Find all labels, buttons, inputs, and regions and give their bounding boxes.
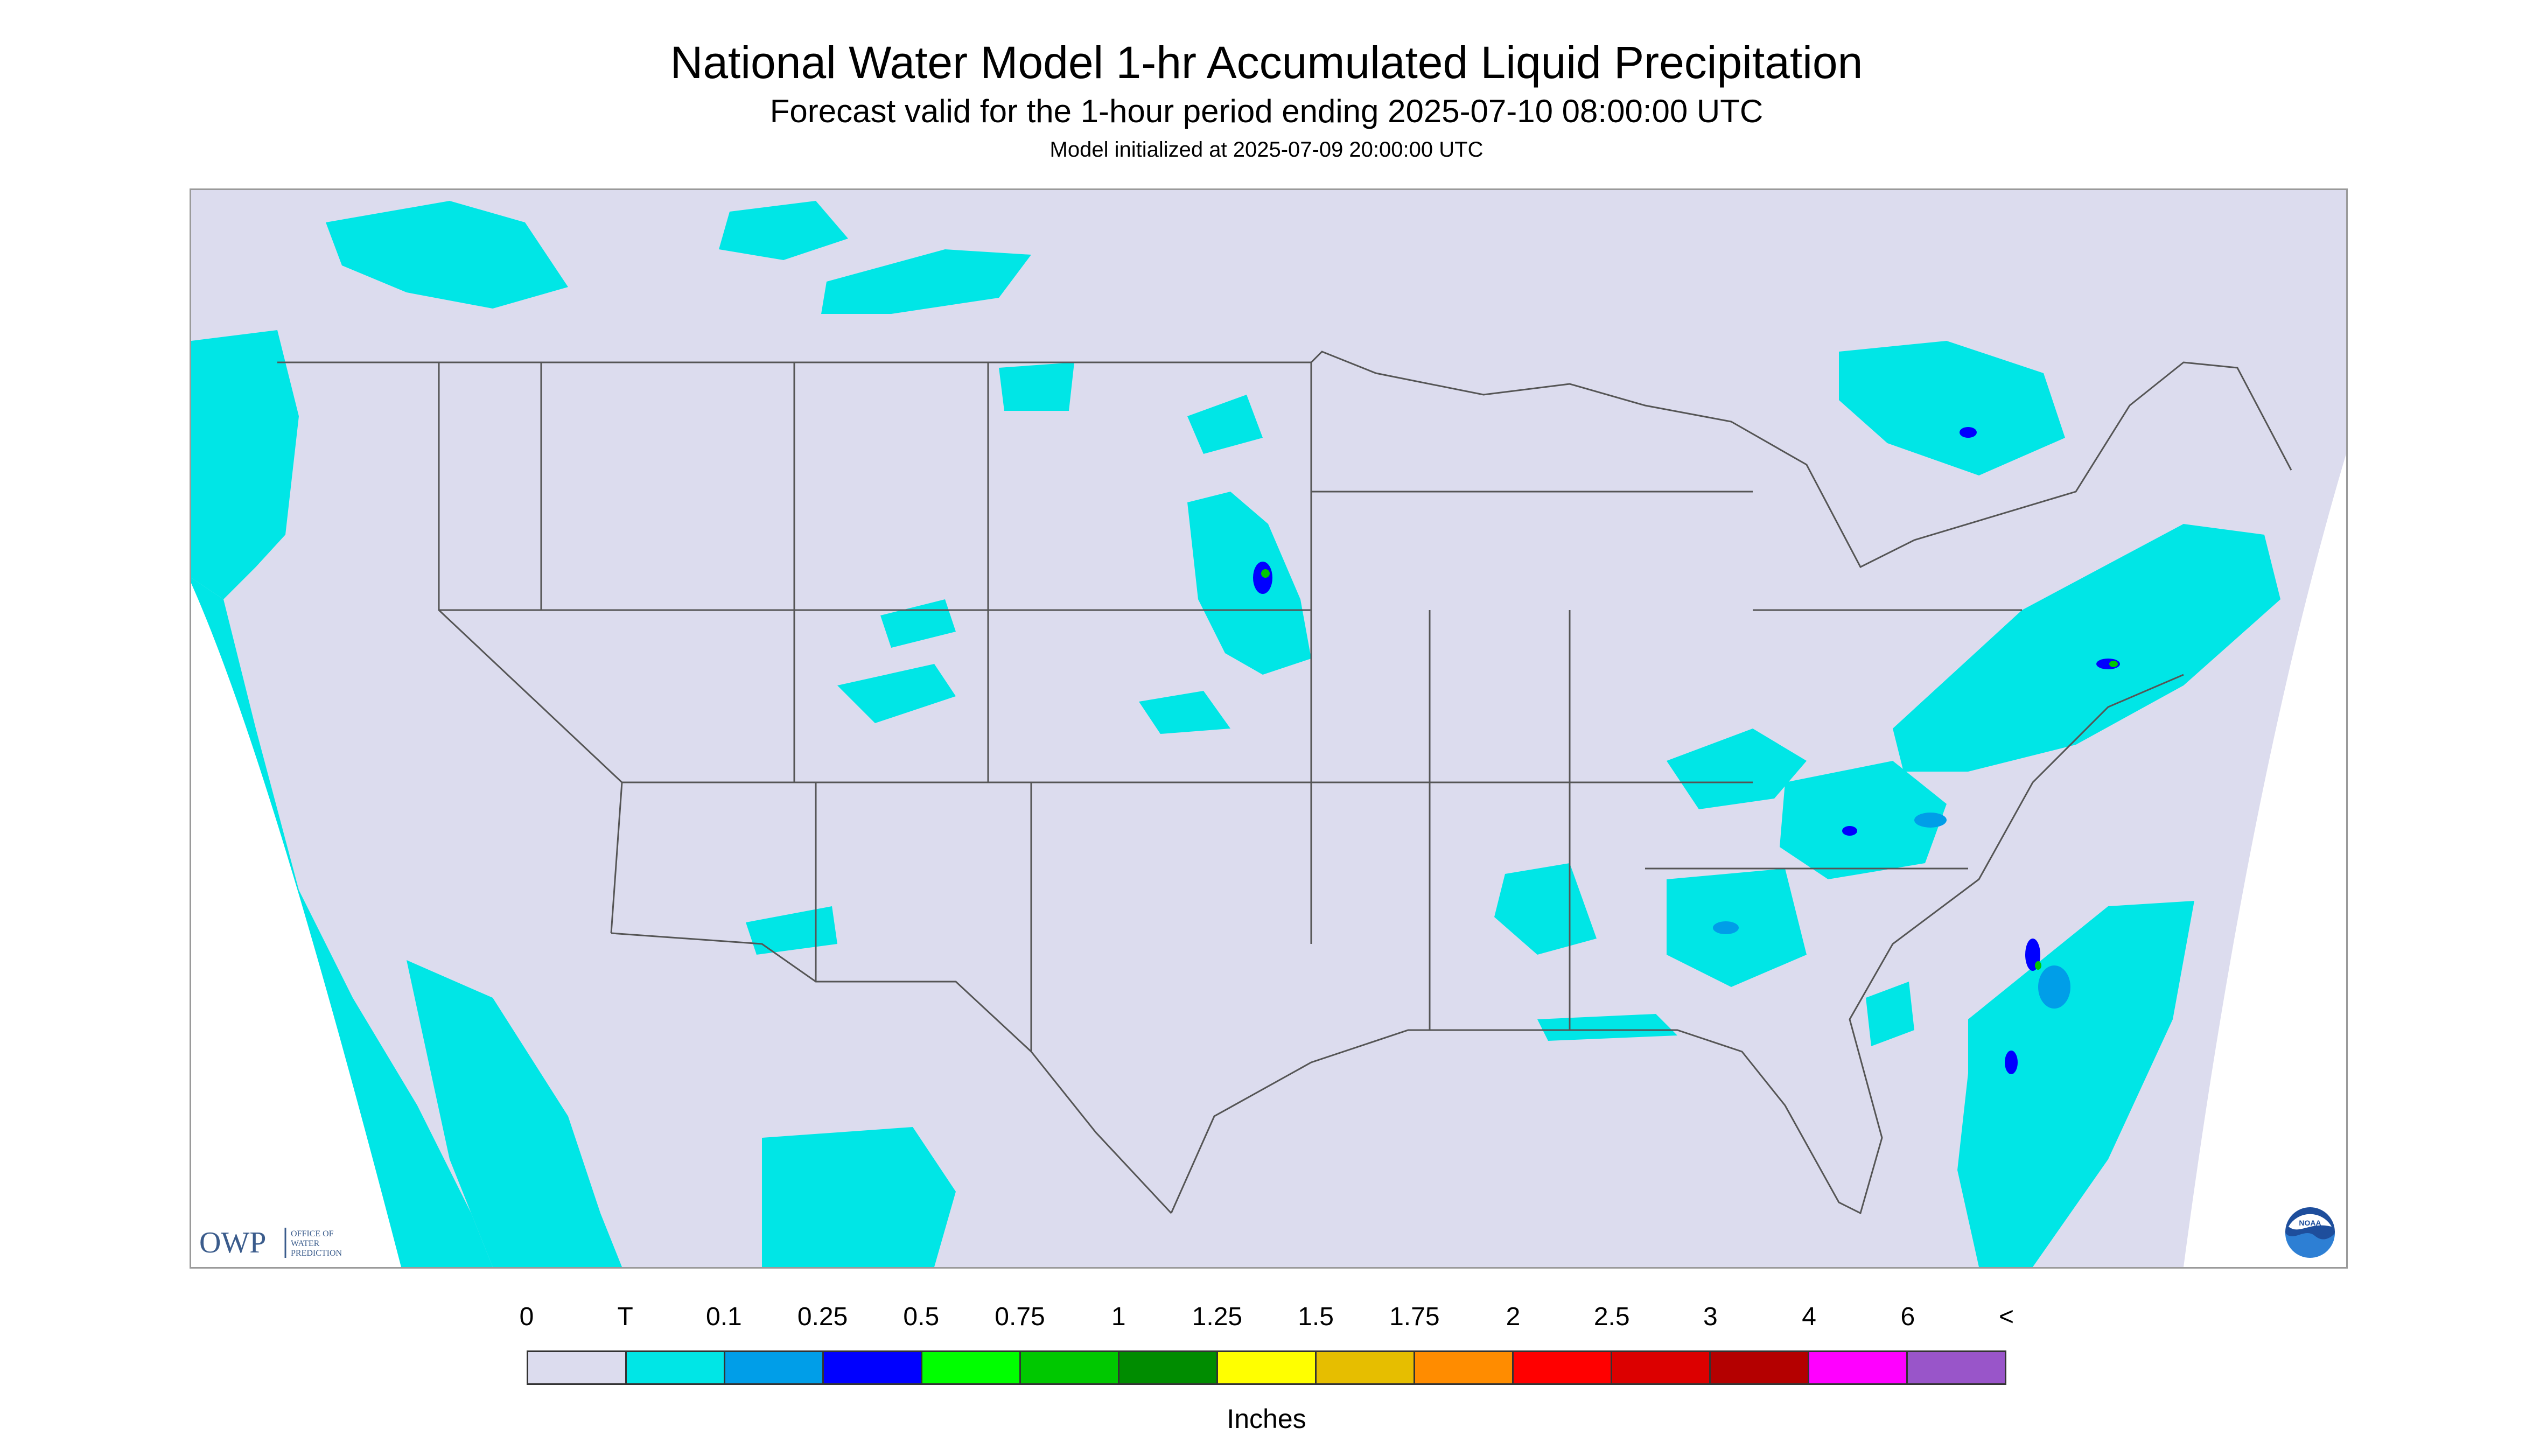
state-line-14 [438,362,623,934]
precip-cell-moderate-2 [1713,921,1739,934]
map-title: National Water Model 1-hr Accumulated Li… [670,37,1863,88]
legend-swatch [1908,1352,2005,1383]
legend-swatch [1514,1352,1612,1383]
owp-logo-text: OWP [199,1226,266,1259]
legend-swatch [922,1352,1021,1383]
precip-area-ontario [1839,341,2065,475]
legend-label: 1.25 [1192,1303,1243,1331]
legend-label: 6 [1900,1303,1915,1331]
precip-area-minnesota [1187,395,1263,454]
precip-area-mexico [762,1127,956,1267]
precip-area-appalachians [1780,761,1947,879]
legend-label: 2 [1506,1303,1521,1331]
precip-area-canada-north [719,201,848,260]
legend-swatch [1809,1352,1908,1383]
precip-area-texas-west [746,906,837,955]
gulf-coastline [1170,674,2184,1215]
legend-label: 2.5 [1593,1303,1630,1331]
precip-cell-midwest [1253,562,1272,594]
owp-logo: OWP OFFICE OF WATER PREDICTION [199,1221,372,1267]
legend-swatch [627,1352,725,1383]
precip-cell-intense-2 [2109,661,2118,667]
border-us-mexico [611,932,1172,1214]
precip-area-canada-west [326,201,568,309]
legend-swatch [824,1352,922,1383]
precip-area-colorado [837,664,956,723]
precip-area-saskatchewan [821,249,1031,314]
precip-area-midwest-band [1187,492,1311,675]
precip-area-baja [407,960,622,1267]
owp-logo-line-1: OFFICE OF [291,1229,334,1238]
map-canvas [191,190,2346,1267]
legend-labels: 0 T 0.1 0.25 0.5 0.75 1 1.25 1.5 1.75 2 2.5 3 4 6 < [0,1302,2533,1340]
owp-logo-line-2: WATER [291,1239,320,1248]
precip-area-ohio-valley [1667,729,1807,809]
legend-label: < [1998,1303,2014,1331]
legend-swatch [1711,1352,1809,1383]
precip-cell-intense-1 [1261,569,1270,578]
border-us-canada [277,351,2292,568]
precip-cell-ontario [1960,427,1977,438]
legend-swatch [1218,1352,1317,1383]
precip-cell-moderate-3 [2038,965,2070,1009]
precip-areas [191,201,2280,1267]
precip-area-atlantic-offshore [1957,901,2194,1267]
precip-area-florida-offshore [1866,982,1914,1046]
owp-logo-line-3: PREDICTION [291,1249,342,1258]
legend-label: 0.1 [706,1303,742,1331]
precip-cell-atlantic-2 [2005,1051,2018,1074]
model-domain [191,190,2346,1267]
noaa-logo: NOAA [2283,1205,2337,1262]
legend-swatch [1612,1352,1711,1383]
state-boundaries [277,351,2292,1215]
precip-area-northeast [1893,524,2280,772]
legend-label: 0.5 [903,1303,940,1331]
noaa-logo-text: NOAA [2299,1219,2321,1227]
legend-label: 1 [1111,1303,1126,1331]
legend-label: 4 [1802,1303,1816,1331]
legend-swatch [1317,1352,1415,1383]
precip-area-southeast [1494,863,1597,955]
precip-area-gulf-coast [1537,1014,1677,1041]
precip-area-pacific-nw [191,330,299,599]
precip-area-west-coast [191,578,493,1267]
precip-area-kansas [1139,691,1230,734]
map-subtitle: Forecast valid for the 1-hour period end… [769,93,1764,129]
moderate-precip-cells [1713,813,2070,1009]
precip-cell-appalachians [1842,826,1857,836]
legend-label: 3 [1703,1303,1718,1331]
legend-swatch [1119,1352,1218,1383]
legend-units: Inches [1227,1404,1306,1434]
precip-cell-moderate-1 [1914,813,1947,828]
model-init-text: Model initialized at 2025-07-09 20:00:00… [1049,138,1484,162]
legend-swatch [1415,1352,1514,1383]
legend-label: T [617,1303,633,1331]
legend-label: 1.75 [1389,1303,1440,1331]
legend-swatch [528,1352,627,1383]
legend-label: 1.5 [1298,1303,1334,1331]
legend-label: 0 [519,1303,534,1331]
precip-area-wyoming [880,599,956,648]
legend-label: 0.75 [995,1303,1045,1331]
legend-swatch [725,1352,824,1383]
precip-area-north-dakota [999,362,1074,411]
precipitation-map [190,188,2348,1269]
intense-precip-cells [1261,569,2118,970]
legend-color-bar [527,1350,2006,1385]
legend-label: 0.25 [797,1303,848,1331]
legend-swatch [1021,1352,1119,1383]
precip-cell-intense-3 [2035,961,2041,970]
